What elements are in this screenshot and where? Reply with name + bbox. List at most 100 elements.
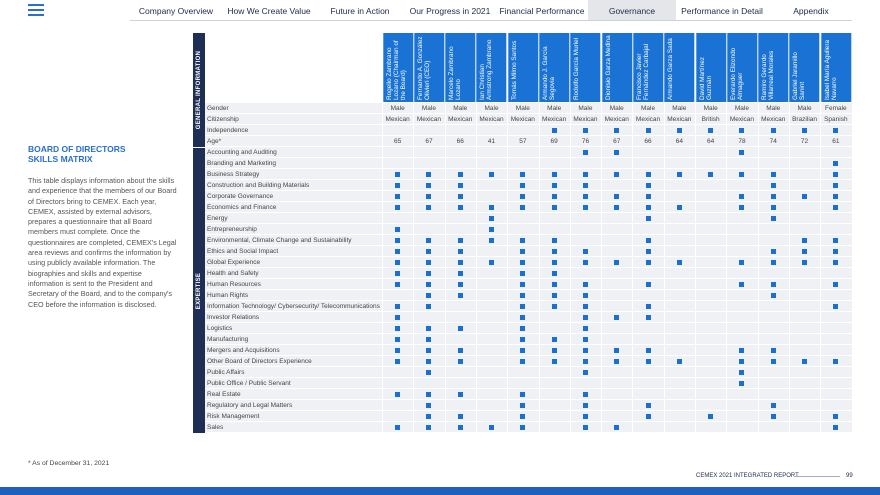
cell-sep [382,147,383,157]
cell-sep [507,235,509,245]
cell-value: Mexican [542,116,567,123]
skill-mark [645,193,651,199]
cell-value: Male [703,105,718,112]
cell-sep [507,103,509,113]
cell-sep [569,411,571,421]
skill-mark [457,248,463,254]
skill-mark [520,182,526,188]
cell-sep [632,202,634,212]
cell-sep [663,334,665,344]
row-label: Other Board of Directors Experience [207,358,312,365]
skill-mark [833,193,839,199]
cell-sep [663,213,665,223]
cell-sep [569,246,571,256]
skill-mark [802,358,808,364]
nav-item[interactable]: Financial Performance [499,6,585,16]
cell-sep [507,345,509,355]
skill-mark [520,237,526,243]
skill-mark [614,314,620,320]
skill-mark [395,204,401,210]
skill-mark [582,369,588,375]
cell-sep [413,202,415,212]
skill-mark [395,325,401,331]
cell-sep [382,257,383,267]
cell-sep [695,290,696,300]
cell-sep [757,323,759,333]
cell-sep [788,334,790,344]
cell-sep [413,136,415,146]
cell-sep [475,158,477,168]
cell-sep [569,268,571,278]
skill-mark [802,237,808,243]
nav-item[interactable]: Our Progress in 2021 [409,6,491,16]
cell-sep [507,180,509,190]
cell-sep [632,213,634,223]
skill-mark [645,358,651,364]
row-bg [205,213,852,223]
director-name: Fernando A. González Olivieri (CEO) [413,33,445,102]
cell-value: 72 [800,138,809,145]
skill-mark [520,204,526,210]
cell-sep [695,114,696,124]
cell-sep [569,389,571,399]
cell-sep [726,400,728,410]
cell-sep [569,345,571,355]
skill-mark [395,314,401,320]
cell-sep [726,202,728,212]
nav-item[interactable]: Performance in Detail [681,6,763,16]
skill-mark [520,281,526,287]
skill-mark [426,281,432,287]
cell-sep [632,224,634,234]
cell-value: Male [484,105,499,112]
skill-mark [457,193,463,199]
cell-sep [820,389,822,399]
row-label: Regulatory and Legal Matters [207,402,293,409]
row-label: Construction and Building Materials [207,182,310,189]
section-general: GENERAL INFORMATION [193,33,205,147]
cell-value: 64 [707,138,715,145]
cell-sep [507,301,509,311]
menu-icon[interactable] [28,4,44,17]
cell-sep [820,268,822,278]
cell-sep [413,323,415,333]
cell-sep [475,147,477,157]
cell-sep [382,180,383,190]
cell-sep [820,103,822,113]
skill-mark [582,292,588,298]
cell-sep [475,257,477,267]
nav-item[interactable]: Appendix [793,6,829,16]
skill-mark [582,413,588,419]
cell-sep [475,202,477,212]
cell-sep [413,422,415,432]
skill-mark [739,369,745,375]
cell-sep [601,191,603,201]
director-name: Everardo Elizondo Almaguer [726,33,758,102]
skill-mark [739,149,745,155]
cell-sep [757,301,759,311]
section-label: EXPERTISE [196,272,202,309]
cell-sep [820,367,822,377]
cell-sep [538,224,540,234]
nav-item[interactable]: Company Overview [138,6,214,16]
cell-sep [444,422,446,432]
cell-sep [601,279,603,289]
nav-item[interactable]: Future in Action [330,6,390,16]
cell-sep [632,180,634,190]
cell-value: Mexican [573,116,598,123]
skill-mark [457,270,463,276]
cell-sep [820,257,822,267]
nav-item[interactable]: Governance [588,0,676,20]
section-label: GENERAL INFORMATION [196,50,202,130]
row-label: Independence [207,127,249,134]
cell-sep [538,246,540,256]
skill-mark [426,193,432,199]
cell-sep [601,235,603,245]
cell-sep [663,235,665,245]
cell-sep [413,224,415,234]
cell-sep [757,279,759,289]
cell-sep [632,158,634,168]
cell-sep [820,400,822,410]
nav-item[interactable]: How We Create Value [227,6,311,16]
director-name: Armando Garza Sada [664,33,695,102]
cell-sep [569,301,571,311]
